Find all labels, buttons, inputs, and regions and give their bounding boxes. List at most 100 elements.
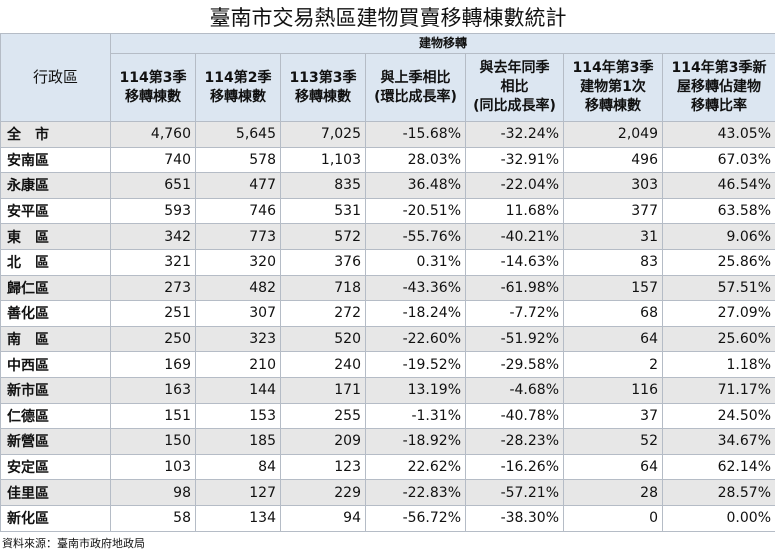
cell-value: -16.26% <box>465 453 564 481</box>
cell-value: 13.19% <box>365 376 466 404</box>
column-header: 與去年同季 相比 (同比成長率) <box>465 53 564 122</box>
column-header: 與上季相比 (環比成長率) <box>365 53 466 122</box>
cell-value: -51.92% <box>465 325 564 353</box>
cell-value: 134 <box>195 504 281 532</box>
cell-value: 4,760 <box>110 121 196 148</box>
cell-value: 11.68% <box>465 197 564 225</box>
cell-value: 169 <box>110 351 196 378</box>
cell-value: 103 <box>110 453 196 481</box>
district-name: 東 區 <box>0 223 111 250</box>
cell-value: 37 <box>563 402 663 430</box>
cell-value: 9.06% <box>662 223 775 250</box>
cell-value: 71.17% <box>662 376 775 404</box>
group-header: 建物移轉 <box>110 33 775 54</box>
district-name: 永康區 <box>0 172 111 199</box>
district-name: 全 市 <box>0 121 111 148</box>
column-header: 113第3季 移轉棟數 <box>280 53 366 122</box>
cell-value: 98 <box>110 479 196 506</box>
cell-value: 1.18% <box>662 351 775 378</box>
cell-value: 123 <box>280 453 366 481</box>
column-header: 114年第3季新 屋移轉佔建物 移轉比率 <box>662 53 775 122</box>
cell-value: 651 <box>110 172 196 199</box>
district-name: 新市區 <box>0 376 111 404</box>
cell-value: 240 <box>280 351 366 378</box>
cell-value: -15.68% <box>365 121 466 148</box>
cell-value: 477 <box>195 172 281 199</box>
district-name: 仁德區 <box>0 402 111 430</box>
table-row: 安定區 103 84 123 22.62% -16.26% 64 62.14% <box>0 453 775 481</box>
cell-value: 67.03% <box>662 146 775 174</box>
cell-value: 24.50% <box>662 402 775 430</box>
cell-value: 773 <box>195 223 281 250</box>
cell-value: 0.31% <box>365 248 466 276</box>
cell-value: -1.31% <box>365 402 466 430</box>
cell-value: 163 <box>110 376 196 404</box>
cell-value: 321 <box>110 248 196 276</box>
cell-value: 7,025 <box>280 121 366 148</box>
cell-value: 273 <box>110 274 196 302</box>
table-row: 新市區 163 144 171 13.19% -4.68% 116 71.17% <box>0 376 775 404</box>
cell-value: 151 <box>110 402 196 430</box>
cell-value: 84 <box>195 453 281 481</box>
cell-value: 94 <box>280 504 366 532</box>
district-name: 善化區 <box>0 300 111 327</box>
cell-value: -29.58% <box>465 351 564 378</box>
table-row: 佳里區 98 127 229 -22.83% -57.21% 28 28.57% <box>0 479 775 506</box>
district-name: 安南區 <box>0 146 111 174</box>
cell-value: 323 <box>195 325 281 353</box>
cell-value: 58 <box>110 504 196 532</box>
cell-value: 25.86% <box>662 248 775 276</box>
cell-value: 250 <box>110 325 196 353</box>
cell-value: 307 <box>195 300 281 327</box>
cell-value: -4.68% <box>465 376 564 404</box>
cell-value: -43.36% <box>365 274 466 302</box>
cell-value: 272 <box>280 300 366 327</box>
table-row: 安南區 740 578 1,103 28.03% -32.91% 496 67.03% <box>0 146 775 174</box>
cell-value: 718 <box>280 274 366 302</box>
cell-value: -40.78% <box>465 402 564 430</box>
cell-value: 68 <box>563 300 663 327</box>
district-name: 安平區 <box>0 197 111 225</box>
cell-value: 320 <box>195 248 281 276</box>
cell-value: 153 <box>195 402 281 430</box>
cell-value: -22.83% <box>365 479 466 506</box>
table-row: 全 市 4,760 5,645 7,025 -15.68% -32.24% 2,049 43.… <box>0 121 775 148</box>
cell-value: 342 <box>110 223 196 250</box>
cell-value: 0 <box>563 504 663 532</box>
cell-value: 144 <box>195 376 281 404</box>
table-row: 新化區 58 134 94 -56.72% -38.30% 0 0.00% <box>0 504 775 532</box>
cell-value: 578 <box>195 146 281 174</box>
cell-value: 593 <box>110 197 196 225</box>
cell-value: 496 <box>563 146 663 174</box>
cell-value: 36.48% <box>365 172 466 199</box>
cell-value: 157 <box>563 274 663 302</box>
cell-value: 0.00% <box>662 504 775 532</box>
cell-value: 28.03% <box>365 146 466 174</box>
cell-value: 31 <box>563 223 663 250</box>
cell-value: 377 <box>563 197 663 225</box>
district-name: 新化區 <box>0 504 111 532</box>
cell-value: -19.52% <box>365 351 466 378</box>
table-row: 南 區 250 323 520 -22.60% -51.92% 64 25.60% <box>0 325 775 353</box>
district-name: 佳里區 <box>0 479 111 506</box>
cell-value: 63.58% <box>662 197 775 225</box>
cell-value: 28 <box>563 479 663 506</box>
cell-value: -55.76% <box>365 223 466 250</box>
cell-value: 64 <box>563 325 663 353</box>
cell-value: 531 <box>280 197 366 225</box>
cell-value: 482 <box>195 274 281 302</box>
district-header: 行政區 <box>0 33 111 122</box>
cell-value: 25.60% <box>662 325 775 353</box>
cell-value: 210 <box>195 351 281 378</box>
table-row: 安平區 593 746 531 -20.51% 11.68% 377 63.58% <box>0 197 775 225</box>
district-name: 新營區 <box>0 428 111 455</box>
cell-value: -56.72% <box>365 504 466 532</box>
cell-value: -38.30% <box>465 504 564 532</box>
cell-value: 303 <box>563 172 663 199</box>
column-header: 114第2季 移轉棟數 <box>195 53 281 122</box>
table-row: 仁德區 151 153 255 -1.31% -40.78% 37 24.50% <box>0 402 775 430</box>
table-row: 北 區 321 320 376 0.31% -14.63% 83 25.86% <box>0 248 775 276</box>
cell-value: 376 <box>280 248 366 276</box>
district-name: 安定區 <box>0 453 111 481</box>
cell-value: 2,049 <box>563 121 663 148</box>
